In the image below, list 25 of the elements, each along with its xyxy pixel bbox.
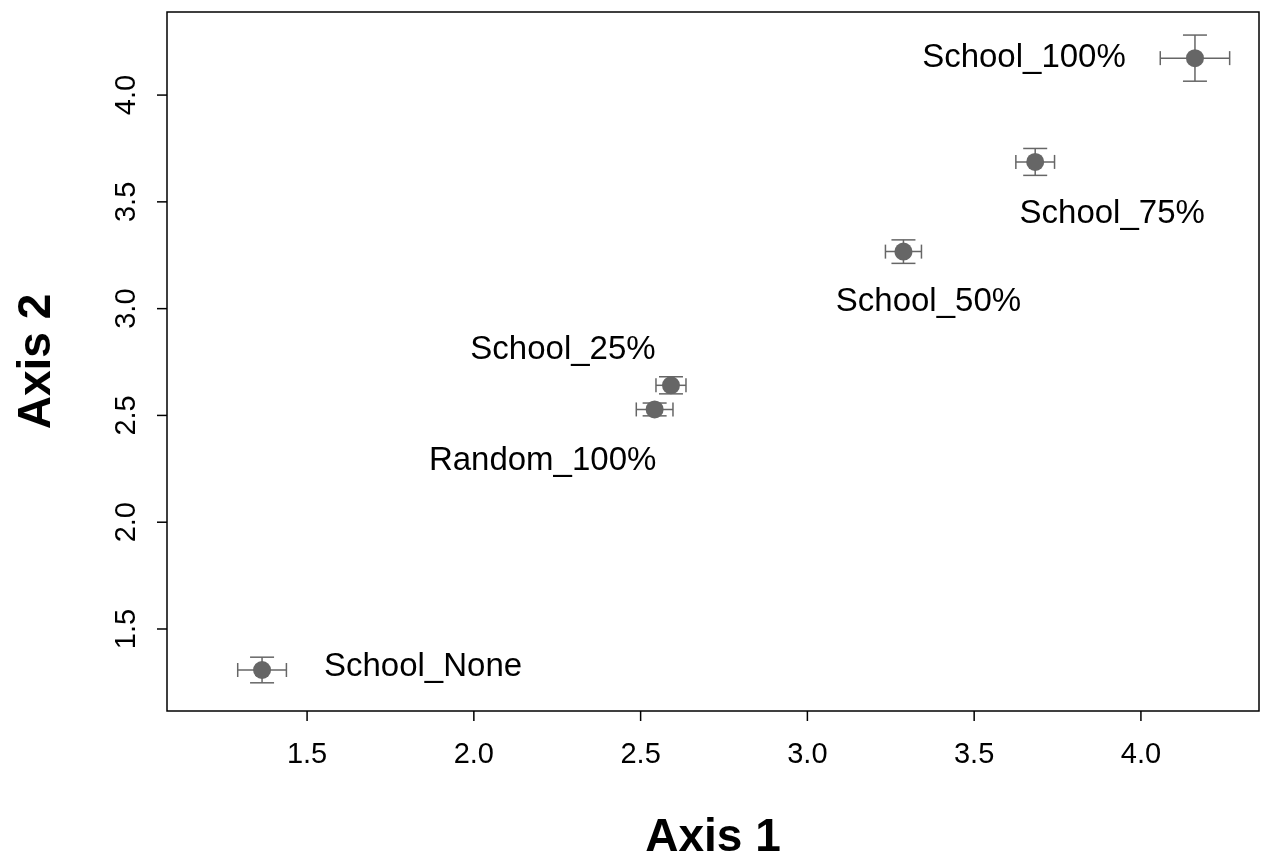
x-axis-title: Axis 1 (645, 809, 781, 861)
y-tick-label: 2.0 (109, 502, 141, 543)
x-tick-label: 3.5 (954, 737, 995, 769)
annotation: School_25% (470, 328, 656, 366)
y-tick-label: 3.0 (109, 288, 141, 329)
annotation: School_75% (1019, 193, 1205, 231)
y-tick-label: 1.5 (109, 608, 141, 650)
point (1026, 152, 1045, 171)
x-tick-label: 2.0 (453, 737, 495, 769)
x-tick-label: 3.0 (787, 737, 828, 769)
point (1185, 49, 1204, 68)
x-tick-label: 1.5 (286, 737, 328, 769)
point (645, 400, 664, 419)
point (661, 376, 680, 395)
annotation: School_100% (922, 36, 1126, 74)
x-tick-label: 2.5 (620, 737, 661, 769)
y-tick-label: 4.0 (109, 74, 141, 116)
y-tick-label: 2.5 (109, 395, 141, 436)
point (253, 661, 272, 679)
y-tick-label: 3.5 (109, 181, 141, 223)
x-tick-label: 4.0 (1120, 737, 1162, 769)
annotation: School_50% (835, 281, 1022, 319)
annotation: Random_100% (428, 440, 657, 477)
y-axis-title: Axis 2 (8, 293, 60, 430)
annotation: School_None (323, 645, 523, 683)
